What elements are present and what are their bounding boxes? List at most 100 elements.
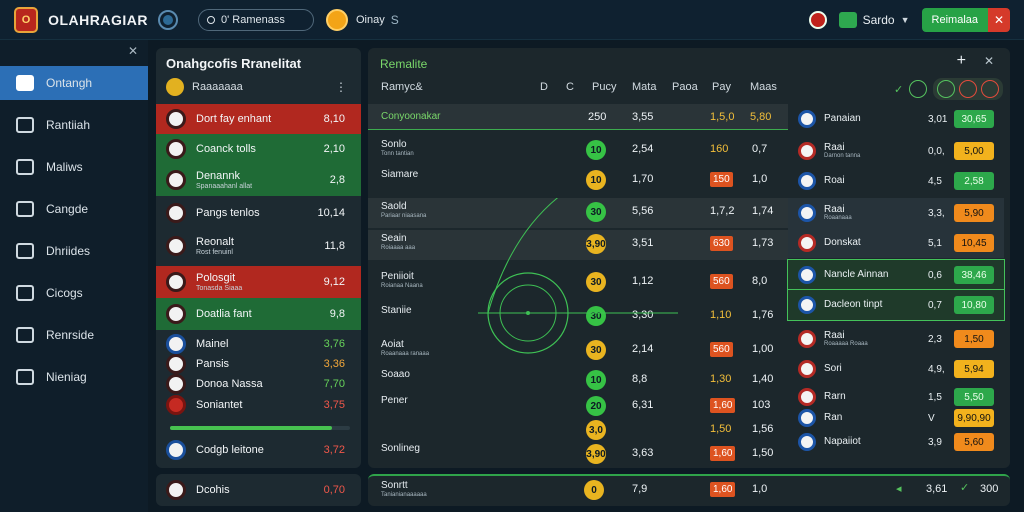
bottom-match-row[interactable]: Sonrtt Tanianianaaaaaa 0 7,9 1,60 1,0 ◂ 3…	[368, 474, 1010, 506]
fixture-row[interactable]: Raai Roaaaaa Roaaa 2,3 1,50	[788, 324, 1004, 354]
stat-row[interactable]: Staniie 30 3,30 1,10 1,76	[368, 302, 788, 332]
language-flag-icon[interactable]	[808, 10, 827, 29]
odds-chip[interactable]: 1,60	[710, 482, 736, 497]
bottom-left-row[interactable]: Dcohis 0,70	[156, 474, 361, 506]
row-label: Staniie	[381, 305, 412, 317]
odds-button[interactable]: 9,90,90	[954, 409, 994, 427]
odds-button[interactable]: 38,46	[954, 266, 994, 284]
brand[interactable]: O OLAHRAGIAR	[0, 0, 148, 40]
sidebar-item-1[interactable]: Rantiiah	[0, 108, 148, 142]
odds-chip[interactable]: 150	[710, 172, 733, 187]
standings-row[interactable]: Polosgit Tonasda Siaaa 9,12	[156, 266, 361, 298]
standings-row[interactable]: Dort fay enhant 8,10	[156, 104, 361, 134]
stat-row[interactable]: Peniioit Roianaa Naana 30 1,12 560 8,0	[368, 268, 788, 298]
odds-chip[interactable]: 1,60	[710, 398, 736, 413]
sidebar-item-0[interactable]: Ontangh	[0, 66, 148, 100]
fixture-row[interactable]: Nancle Ainnan 0,6 38,46	[787, 259, 1005, 291]
wallet-dropdown[interactable]: Sardo ▼	[838, 11, 910, 28]
brand-logo-icon: O	[14, 6, 39, 33]
standings-row[interactable]: Coanck tolls 2,10	[156, 134, 361, 164]
row-label-text: Sonlo	[381, 139, 407, 150]
check-icon[interactable]: ✓	[894, 83, 904, 96]
sidebar-close-icon[interactable]: ✕	[127, 44, 138, 58]
odds-chip[interactable]: 630	[710, 236, 733, 251]
odds-button[interactable]: 5,50	[954, 388, 994, 406]
alert-icon[interactable]	[981, 80, 1000, 98]
stat-row[interactable]: Saold Pariaar niaasana 30 5,56 1,7,2 1,74	[368, 198, 788, 228]
sidebar-item-6[interactable]: Renrside	[0, 318, 148, 352]
cell: 1,7,2	[710, 205, 735, 217]
fixture-row[interactable]: Raai Roaanaaa 3,3, 5,90	[788, 198, 1004, 228]
odds-button[interactable]: 2,58	[954, 172, 994, 190]
fixture-row[interactable]: Napaiiot 3,9 5,60	[788, 430, 1004, 454]
standings-row[interactable]: Donoa Nassa 7,70	[156, 374, 361, 394]
star-icon[interactable]	[937, 80, 956, 98]
stat-row[interactable]: Siamare 10 1,70 150 1,0	[368, 166, 788, 196]
standings-row[interactable]: Codgb leitone 3,72	[156, 438, 361, 462]
team-value: 10,14	[317, 207, 345, 219]
odds-button[interactable]: 30,65	[954, 110, 994, 128]
fixture-row[interactable]: Sori 4,9, 5,94	[788, 354, 1004, 384]
sidebar-item-2[interactable]: Maliws	[0, 150, 148, 184]
standings-row[interactable]: Soniantet 3,75	[156, 394, 361, 416]
standings-row[interactable]: Denannk Spanaaahanl allat 2,8	[156, 164, 361, 196]
odds-chip[interactable]: 560	[710, 274, 733, 289]
standings-row[interactable]: Pansis 3,36	[156, 354, 361, 374]
odds-button[interactable]: 10,45	[954, 234, 994, 252]
fixture-row[interactable]: Donskat 5,1 10,45	[788, 228, 1004, 258]
close-icon[interactable]: ✕	[988, 7, 1010, 32]
stat-row[interactable]: Soaao 10 8,8 1,30 1,40	[368, 366, 788, 396]
odds-button[interactable]: 5,00	[954, 142, 994, 160]
odds-button[interactable]: 1,50	[954, 330, 994, 348]
coin-icon[interactable]	[326, 8, 348, 31]
sidebar-item-4[interactable]: Dhriides	[0, 234, 148, 268]
stat-row[interactable]: Sonlineg 3,90 3,63 1,60 1,50	[368, 440, 788, 468]
standings-row[interactable]: Pangs tenlos 10,14	[156, 198, 361, 228]
search-input[interactable]: 0' Ramenass	[198, 8, 314, 31]
fixture-name-text: Roai	[824, 174, 845, 186]
chevron-down-icon: ▼	[900, 14, 910, 25]
standings-row[interactable]: Reonalt Rost fenuinl 11,8	[156, 230, 361, 262]
team-value: 0,70	[323, 484, 345, 496]
stat-row[interactable]: Aoiat Roaanaaa ranaaa 30 2,14 560 1,00	[368, 336, 788, 366]
globe-icon[interactable]	[158, 9, 178, 30]
panel-title: Remalite	[380, 57, 428, 71]
stat-row[interactable]: Seain Roiaaaa aaa 3,90 3,51 630 1,73	[368, 230, 788, 260]
team-badge-icon	[166, 203, 186, 223]
odds-chip[interactable]: 1,60	[710, 446, 736, 461]
fixture-name: Dacleon tinpt	[824, 299, 882, 311]
circle-icon[interactable]	[909, 80, 928, 98]
standings-row[interactable]: Doatlia fant 9,8	[156, 298, 361, 330]
odds-button[interactable]: 5,90	[954, 204, 994, 222]
stat-row[interactable]: 3,0 1,50 1,56	[368, 416, 788, 446]
standings-row[interactable]: Mainel 3,76	[156, 334, 361, 354]
ticket-icon	[16, 285, 34, 301]
sidebar-item-7[interactable]: Nieniag	[0, 360, 148, 394]
odds-button[interactable]: 5,60	[954, 433, 994, 451]
heart-icon[interactable]	[959, 80, 978, 98]
fixture-row[interactable]: Roai 4,5 2,58	[788, 166, 1004, 196]
cell: 1,0	[752, 483, 768, 495]
odds-button[interactable]: 10,80	[954, 296, 994, 314]
brand-name: OLAHRAGIAR	[48, 11, 148, 28]
sidebar-item-5[interactable]: Cicogs	[0, 276, 148, 310]
fixture-row[interactable]: Ran V 9,90,90	[788, 406, 1004, 430]
odds-button[interactable]: 5,94	[954, 360, 994, 378]
fixture-row[interactable]: Panaian 3,01 30,65	[788, 104, 1004, 134]
fixture-row[interactable]: Dacleon tinpt 0,7 10,80	[787, 289, 1005, 321]
sidebar-item-3[interactable]: Cangde	[0, 192, 148, 226]
cell: 3,61	[926, 483, 948, 495]
deposit-button[interactable]: Reimalaa ✕	[921, 7, 1010, 32]
stat-row[interactable]: Sonlo Tonn tantian 10 2,54 160 0,7	[368, 136, 788, 166]
close-icon[interactable]: ✕	[983, 54, 994, 68]
panel-subtitle[interactable]: Raaaaaaa	[166, 78, 243, 96]
add-icon[interactable]: +	[956, 52, 966, 69]
team-name: Pangs tenlos	[196, 206, 260, 219]
fixture-row[interactable]: Rarn 1,5 5,50	[788, 382, 1004, 412]
status-pill: 30	[586, 202, 606, 222]
stat-row[interactable]: Pener 20 6,31 1,60 103	[368, 392, 788, 422]
more-options-icon[interactable]: ⋮	[335, 80, 347, 94]
odds-chip[interactable]: 560	[710, 342, 733, 357]
fixture-row[interactable]: Raai Darnon tanna 0,0, 5,00	[788, 136, 1004, 166]
cell: 1,5,0	[710, 111, 735, 123]
